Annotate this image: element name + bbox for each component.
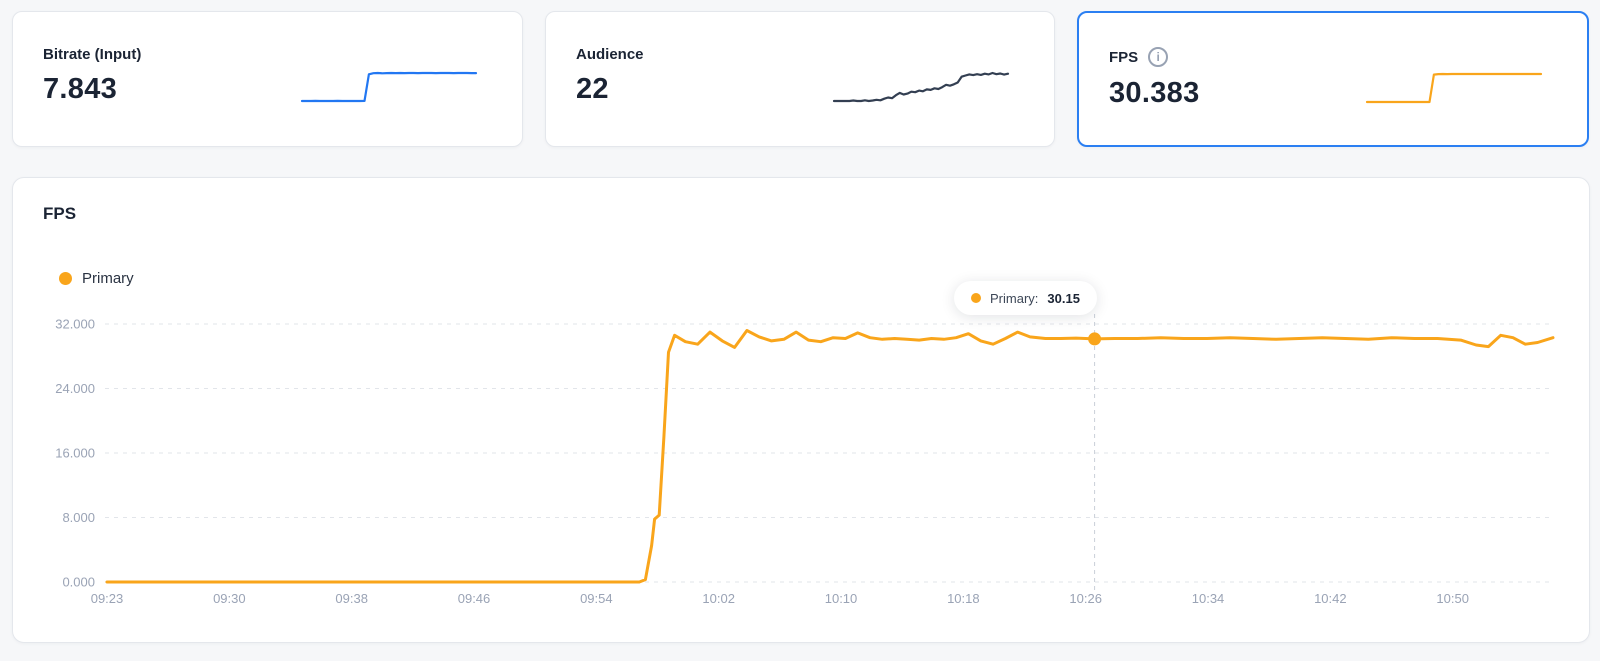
chart-title: FPS <box>43 204 77 223</box>
stat-card-value: 22 <box>576 73 609 105</box>
y-tick-label: 32.000 <box>55 317 95 332</box>
fps-line-chart[interactable]: 0.000 8.000 16.000 24.000 32.000 09:23 09:30 09… <box>29 298 1575 633</box>
sparkline-path <box>832 71 1010 103</box>
stat-card-value: 7.843 <box>43 73 118 105</box>
x-tick-label: 10:34 <box>1192 591 1225 606</box>
sparkline-path <box>300 71 478 103</box>
fps-chart-card: FPS Primary Primary: 30.15 0.000 8.000 16.… <box>12 177 1590 643</box>
tooltip-series-label: Primary: <box>990 290 1039 306</box>
legend-label: Primary <box>82 270 134 287</box>
tooltip-series-dot-icon <box>971 293 981 303</box>
audience-sparkline <box>832 71 1010 103</box>
legend-dot-icon <box>59 272 72 285</box>
x-tick-label: 10:26 <box>1069 591 1102 606</box>
x-tick-label: 10:50 <box>1436 591 1469 606</box>
stat-card-audience[interactable]: Audience 22 <box>545 11 1055 147</box>
x-tick-label: 10:02 <box>702 591 735 606</box>
tooltip-series-value: 30.15 <box>1047 290 1080 306</box>
y-tick-label: 24.000 <box>55 381 95 396</box>
x-tick-label: 10:18 <box>947 591 980 606</box>
stat-card-title: FPS <box>1109 48 1139 66</box>
x-tick-label: 09:30 <box>213 591 246 606</box>
legend-item-primary[interactable]: Primary <box>59 270 134 287</box>
x-tick-label: 09:23 <box>91 591 124 606</box>
fps-sparkline <box>1365 72 1543 104</box>
y-tick-label: 16.000 <box>55 446 95 461</box>
stat-card-title: Bitrate (Input) <box>43 46 142 63</box>
bitrate-sparkline <box>300 71 478 103</box>
chart-tooltip: Primary: 30.15 <box>954 281 1097 315</box>
x-tick-label: 09:46 <box>458 591 491 606</box>
y-tick-label: 8.000 <box>62 510 95 525</box>
info-icon[interactable]: i <box>1148 47 1169 67</box>
x-tick-label: 10:10 <box>825 591 858 606</box>
x-tick-label: 10:42 <box>1314 591 1347 606</box>
stat-card-value: 30.383 <box>1109 77 1200 109</box>
primary-series-line <box>105 329 1555 584</box>
hover-marker-dot <box>1088 332 1102 346</box>
stat-card-title: Audience <box>576 46 644 63</box>
y-tick-label: 0.000 <box>62 575 95 590</box>
stat-card-fps[interactable]: FPS i 30.383 <box>1077 11 1589 147</box>
x-tick-label: 09:38 <box>335 591 368 606</box>
sparkline-path <box>1365 72 1543 104</box>
stat-card-bitrate[interactable]: Bitrate (Input) 7.843 <box>12 11 523 147</box>
x-tick-label: 09:54 <box>580 591 613 606</box>
